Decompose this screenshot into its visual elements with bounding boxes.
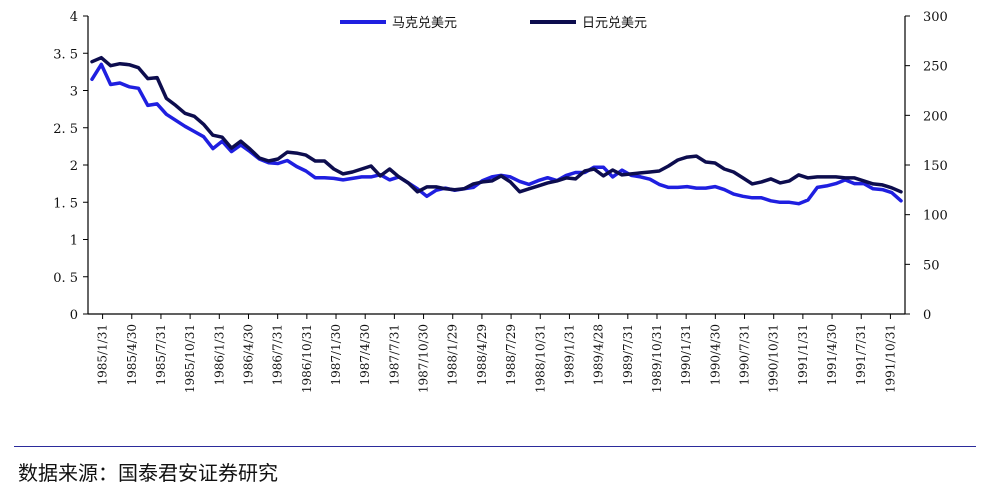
x-tick-label: 1986/10/31 (300, 324, 314, 393)
left-tick-label: 2 (70, 159, 78, 174)
source-note: 数据来源：国泰君安证券研究 (18, 461, 278, 485)
x-tick-label: 1989/1/31 (562, 324, 576, 386)
x-tick-label: 1989/10/31 (650, 324, 664, 393)
series-line-2 (90, 55, 903, 194)
x-tick-label: 1991/1/31 (796, 324, 810, 386)
x-tick-label: 1989/7/31 (621, 324, 635, 386)
left-tick-label: 0 (70, 308, 78, 323)
chart: 0 0. 5 1 1. 5 2 2. 5 3 3. 5 4 0 50 100 150 200 250 300… (53, 10, 948, 393)
x-tick-label: 1985/10/31 (183, 324, 197, 393)
x-tick-label: 1991/10/31 (883, 324, 897, 393)
x-tick-label: 1986/1/31 (212, 324, 226, 386)
x-axis: 1985/1/31 1985/4/30 1985/7/31 1985/10/31 198… (88, 313, 905, 393)
x-tick-label: 1990/10/31 (767, 324, 781, 393)
x-tick-label: 1988/7/29 (504, 324, 518, 386)
left-tick-label: 0. 5 (53, 271, 78, 286)
x-tick-label: 1988/4/29 (475, 324, 489, 386)
left-tick-label: 4 (70, 10, 78, 25)
x-tick-label: 1987/1/30 (329, 324, 343, 386)
right-tick-label: 100 (923, 209, 948, 224)
x-tick-label: 1990/7/31 (738, 324, 752, 386)
x-tick-label: 1991/4/30 (825, 324, 839, 386)
x-tick-label: 1990/4/30 (708, 324, 722, 386)
x-tick-label: 1986/4/30 (241, 324, 255, 386)
left-tick-label: 3. 5 (53, 47, 78, 62)
right-tick-label: 0 (923, 308, 931, 323)
x-tick-label: 1987/4/30 (358, 324, 372, 386)
x-tick-label: 1990/1/31 (679, 324, 693, 386)
right-tick-label: 150 (923, 159, 948, 174)
x-tick-label: 1987/7/31 (387, 324, 401, 386)
left-axis: 0 0. 5 1 1. 5 2 2. 5 3 3. 5 4 (53, 10, 89, 323)
x-tick-label: 1986/7/31 (271, 324, 285, 386)
right-tick-label: 200 (923, 109, 948, 124)
series-lines (90, 55, 903, 206)
legend-label-2: 日元兑美元 (582, 16, 647, 31)
right-tick-label: 250 (923, 60, 948, 75)
left-tick-label: 1. 5 (53, 196, 78, 211)
x-tick-label: 1985/1/31 (96, 324, 110, 386)
left-tick-label: 2. 5 (53, 122, 78, 137)
x-tick-label: 1989/4/28 (592, 324, 606, 386)
x-tick-label: 1987/10/30 (417, 324, 431, 393)
right-tick-label: 50 (923, 258, 940, 273)
x-tick-label: 1985/4/30 (125, 324, 139, 386)
x-tick-label: 1988/10/31 (533, 324, 547, 393)
legend-label-1: 马克兑美元 (392, 16, 457, 31)
right-tick-label: 300 (923, 10, 948, 25)
left-tick-label: 1 (70, 234, 78, 249)
series-line-1 (90, 62, 903, 206)
legend: 马克兑美元 日元兑美元 (340, 16, 647, 31)
x-tick-label: 1985/7/31 (154, 324, 168, 386)
left-tick-label: 3 (70, 85, 78, 100)
source-divider (14, 446, 976, 447)
right-axis: 0 50 100 150 200 250 300 (904, 10, 948, 323)
x-tick-label: 1991/7/31 (854, 324, 868, 386)
x-tick-label: 1988/1/29 (446, 324, 460, 386)
